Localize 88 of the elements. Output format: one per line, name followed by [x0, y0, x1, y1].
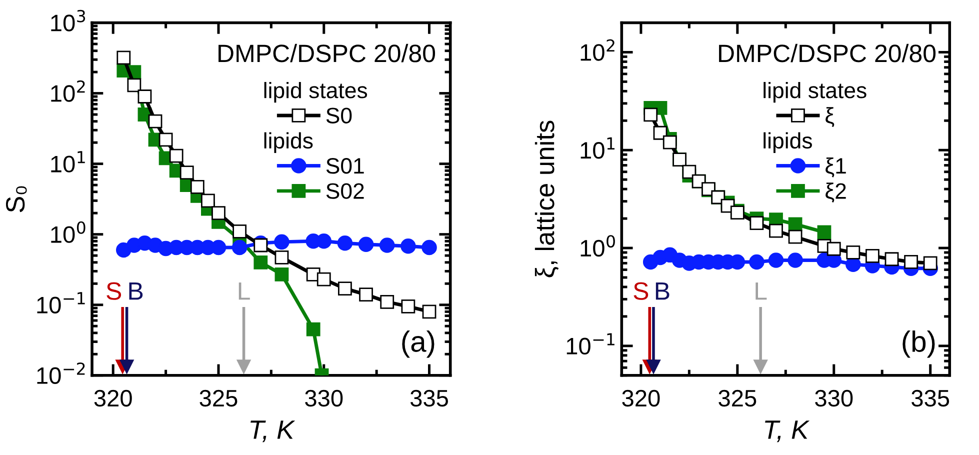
point	[817, 225, 832, 240]
y-tick-label: 10$^{−1}$	[566, 333, 614, 355]
point	[337, 235, 353, 251]
point	[201, 194, 215, 208]
point	[788, 230, 802, 244]
x-tick-label: 325	[200, 390, 238, 407]
point	[644, 108, 658, 122]
point	[682, 164, 696, 179]
y-tick-label: 10$^{3}$	[51, 10, 86, 32]
point	[422, 240, 437, 256]
point	[380, 294, 394, 309]
x-tick-label: 320	[94, 390, 132, 407]
y-tick-label: 10$^{1}$	[580, 137, 615, 159]
point	[148, 114, 162, 128]
annotation: lipids	[264, 132, 313, 153]
point	[180, 166, 194, 180]
point	[768, 252, 784, 268]
point	[306, 322, 320, 336]
x-tick-label: 330	[305, 390, 343, 407]
y-tick-label: 10$^{0}$	[51, 221, 86, 243]
ref-line-label: L	[238, 282, 250, 300]
point	[788, 252, 803, 268]
ref-line-label: S	[106, 282, 122, 300]
x-tick-label: 335	[410, 390, 448, 407]
point	[274, 234, 290, 250]
ref-line-label: B	[656, 282, 670, 300]
y-tick-label: 10$^{2}$	[51, 80, 85, 102]
y-tick-label: 10$^{0}$	[580, 235, 615, 257]
point	[379, 238, 395, 253]
point	[116, 50, 131, 65]
y-tick-label: 10$^{−1}$	[37, 292, 85, 314]
annotation: DMPC/DSPC 20/80	[719, 44, 936, 62]
annotation: (a)	[402, 330, 434, 358]
point	[232, 224, 247, 238]
point	[254, 255, 268, 270]
point	[400, 238, 416, 254]
point	[212, 206, 226, 220]
point	[254, 238, 268, 252]
point	[190, 180, 204, 194]
y-axis-title: S₀	[6, 186, 27, 212]
legend-label: S0	[326, 108, 352, 124]
x-tick-label: 330	[815, 390, 853, 407]
ref-line-label: L	[756, 282, 767, 300]
point	[826, 242, 841, 256]
point	[662, 135, 677, 150]
y-tick-label: 10$^{1}$	[51, 151, 85, 172]
legend-label: ξ	[826, 107, 834, 128]
annotation: (b)	[902, 330, 935, 358]
point	[653, 126, 668, 140]
legend-label: ξ1	[826, 157, 846, 178]
point	[769, 224, 783, 238]
x-tick-label: 335	[912, 390, 950, 407]
legend-title: lipid states	[264, 82, 368, 103]
point	[422, 304, 436, 319]
point	[866, 248, 880, 263]
point	[338, 282, 352, 296]
legend-label: S01	[326, 158, 364, 174]
point	[127, 78, 142, 92]
point	[846, 246, 860, 260]
point	[884, 252, 899, 266]
point	[169, 148, 184, 163]
point	[401, 299, 416, 314]
x-tick-label: 320	[622, 390, 660, 407]
point	[923, 256, 938, 270]
point	[316, 272, 331, 286]
legend-label: S02	[326, 183, 364, 199]
point	[158, 132, 173, 147]
ref-line-label: B	[129, 282, 143, 300]
point	[749, 254, 764, 270]
annotation: DMPC/DSPC 20/80	[218, 44, 436, 62]
point	[138, 90, 152, 104]
legend-label: ξ2	[826, 182, 846, 203]
y-tick-label: 10$^{−2}$	[37, 362, 85, 384]
x-axis-title: T, K	[765, 420, 810, 442]
annotation: lipids	[764, 132, 812, 153]
x-axis-title: T, K	[250, 420, 296, 442]
point	[274, 267, 289, 282]
point	[232, 240, 248, 256]
point	[274, 250, 289, 264]
y-tick-label: 10$^{2}$	[580, 39, 614, 61]
point	[904, 255, 918, 269]
point	[358, 236, 374, 252]
point	[750, 216, 764, 230]
point	[359, 288, 373, 302]
legend-title: lipid states	[764, 82, 866, 103]
x-tick-label: 325	[718, 390, 756, 407]
y-axis-title: ξ, lattice units	[534, 120, 559, 278]
ref-line-label: S	[634, 282, 648, 300]
